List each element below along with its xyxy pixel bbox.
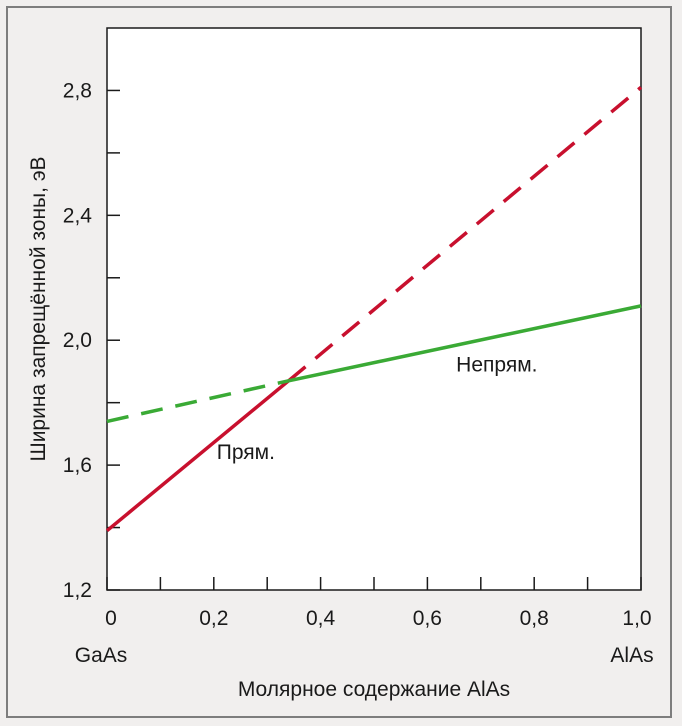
y-tick-label: 2,4 — [63, 204, 93, 227]
x-tick-label: 0 — [105, 607, 117, 630]
x-tick-label: 0,2 — [199, 607, 228, 630]
x-tick-label: 0,6 — [413, 607, 442, 630]
indirect-gap-line-dashed — [106, 379, 289, 424]
direct-gap-line-solid — [105, 379, 290, 533]
y-tick-label: 1,2 — [63, 579, 92, 602]
indirect-gap-line-solid — [288, 304, 642, 383]
direct-gap-line-dashed — [287, 85, 643, 383]
x-end-label-right: AlAs — [610, 644, 653, 667]
indirect-gap-annotation: Непрям. — [456, 353, 537, 376]
x-axis-title: Молярное содержание AlAs — [238, 678, 510, 701]
y-tick-label: 2,0 — [63, 329, 92, 352]
y-tick-label: 1,6 — [63, 454, 92, 477]
direct-gap-annotation: Прям. — [217, 441, 275, 464]
x-tick-label: 1,0 — [622, 607, 651, 630]
x-tick-label: 0,4 — [306, 607, 336, 630]
x-end-label-left: GaAs — [75, 644, 128, 667]
x-tick-label: 0,8 — [520, 607, 549, 630]
y-axis-title: Ширина запрещённой зоны, эВ — [27, 156, 50, 461]
y-tick-label: 2,8 — [63, 79, 92, 102]
